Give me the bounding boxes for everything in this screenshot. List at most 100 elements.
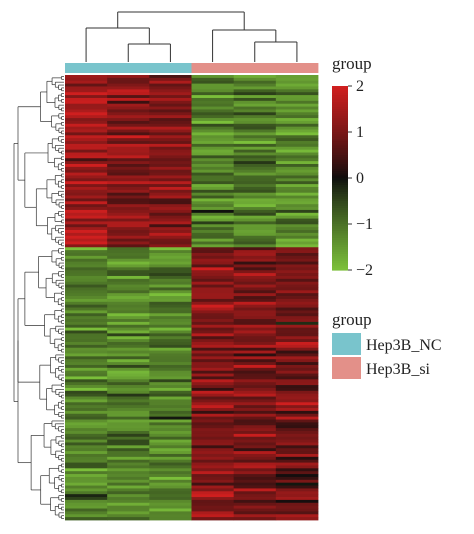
heatmap-cell xyxy=(233,109,277,113)
heatmap-cell xyxy=(191,456,235,461)
group-legend: group Hep3B_NC Hep3B_si xyxy=(332,310,442,379)
heatmap-cell xyxy=(149,255,192,260)
heatmap-cell xyxy=(149,275,192,280)
heatmap-cell xyxy=(107,230,150,234)
heatmap-cell xyxy=(107,376,150,380)
heatmap-cell xyxy=(149,413,192,418)
heatmap-cell xyxy=(149,178,192,182)
heatmap-cell xyxy=(233,382,277,386)
heatmap-cell xyxy=(191,514,235,518)
heatmap-cell xyxy=(149,224,192,228)
heatmap-cell xyxy=(275,201,319,205)
heatmap-cell xyxy=(107,439,150,443)
heatmap-cell xyxy=(107,184,150,188)
heatmap-cell xyxy=(107,149,150,153)
heatmap-cell xyxy=(149,459,192,463)
heatmap-cell xyxy=(233,385,277,389)
color-scale-step xyxy=(332,265,348,269)
heatmap-cell xyxy=(191,327,235,331)
heatmap-cell xyxy=(65,508,108,512)
heatmap-cell xyxy=(275,212,319,217)
heatmap-cell xyxy=(233,296,277,300)
heatmap-cell xyxy=(275,350,319,354)
heatmap-cell xyxy=(65,451,108,455)
heatmap-cell xyxy=(233,316,277,320)
heatmap-cell xyxy=(275,103,319,107)
heatmap-cell xyxy=(149,244,192,248)
heatmap-cell xyxy=(149,155,192,159)
heatmap-cell xyxy=(65,264,108,268)
heatmap-cell xyxy=(149,192,192,196)
heatmap-cell xyxy=(107,164,150,168)
heatmap-cell xyxy=(107,471,150,475)
heatmap-cell xyxy=(233,422,277,426)
heatmap-cell xyxy=(191,284,235,288)
heatmap-cell xyxy=(233,290,277,294)
heatmap-cell xyxy=(65,399,108,403)
heatmap-cell xyxy=(275,399,319,403)
heatmap-cell xyxy=(233,462,277,466)
heatmap-cell xyxy=(233,439,277,443)
heatmap-cell xyxy=(149,146,192,151)
heatmap-cell xyxy=(107,373,150,377)
heatmap-cell xyxy=(107,287,150,291)
heatmap-cell xyxy=(149,89,192,93)
heatmap-cell xyxy=(275,166,319,171)
heatmap-cell xyxy=(149,230,192,234)
heatmap-cell xyxy=(191,497,235,501)
heatmap-cell xyxy=(233,442,277,446)
heatmap-cell xyxy=(233,241,277,245)
heatmap-cell xyxy=(275,459,319,463)
heatmap-cell xyxy=(65,465,108,469)
heatmap-cell xyxy=(275,273,319,277)
heatmap-cell xyxy=(191,439,235,443)
heatmap-cell xyxy=(107,169,150,174)
heatmap-cell xyxy=(149,247,192,251)
heatmap-cell xyxy=(233,178,277,182)
heatmap-cell xyxy=(233,514,277,518)
heatmap-cell xyxy=(65,356,108,360)
heatmap-cell xyxy=(275,275,319,280)
heatmap-cell xyxy=(233,123,277,128)
heatmap-cell xyxy=(65,103,108,107)
color-scale-step xyxy=(332,214,348,218)
color-scale-step xyxy=(332,240,348,243)
heatmap-cell xyxy=(191,433,235,438)
color-scale-step xyxy=(332,138,348,142)
heatmap-cell xyxy=(275,356,319,360)
heatmap-cell xyxy=(65,224,108,228)
heatmap-cell xyxy=(233,89,277,93)
heatmap-cell xyxy=(191,419,235,423)
heatmap-cell xyxy=(65,132,108,136)
heatmap-cell xyxy=(275,428,319,432)
color-scale-step xyxy=(332,184,348,188)
heatmap-cell xyxy=(149,385,192,389)
heatmap-cell xyxy=(233,158,277,162)
heatmap-cell xyxy=(275,158,319,162)
heatmap-cell xyxy=(191,83,235,87)
heatmap-cell xyxy=(65,342,108,346)
heatmap-cell xyxy=(149,436,192,441)
heatmap-cell xyxy=(275,410,319,415)
heatmap-cell xyxy=(233,497,277,501)
heatmap-cell xyxy=(149,184,192,188)
heatmap-cell xyxy=(191,362,235,366)
heatmap-cell xyxy=(233,402,277,406)
heatmap-cell xyxy=(275,442,319,446)
heatmap-cell xyxy=(107,497,150,501)
heatmap-cell xyxy=(191,431,235,435)
heatmap-cell xyxy=(65,514,108,518)
heatmap-cell xyxy=(275,505,319,509)
group-bar-cell xyxy=(149,63,192,73)
heatmap-cell xyxy=(233,270,277,274)
heatmap-cell xyxy=(191,428,235,432)
heatmap-cell xyxy=(191,224,235,228)
heatmap-cell xyxy=(65,364,108,369)
heatmap-cell xyxy=(191,270,235,274)
heatmap-cell xyxy=(149,508,192,512)
heatmap-cell xyxy=(149,270,192,274)
heatmap-cell xyxy=(275,396,319,400)
heatmap-cell xyxy=(233,517,277,521)
color-scale-step xyxy=(332,191,348,195)
heatmap-cell xyxy=(191,135,235,139)
